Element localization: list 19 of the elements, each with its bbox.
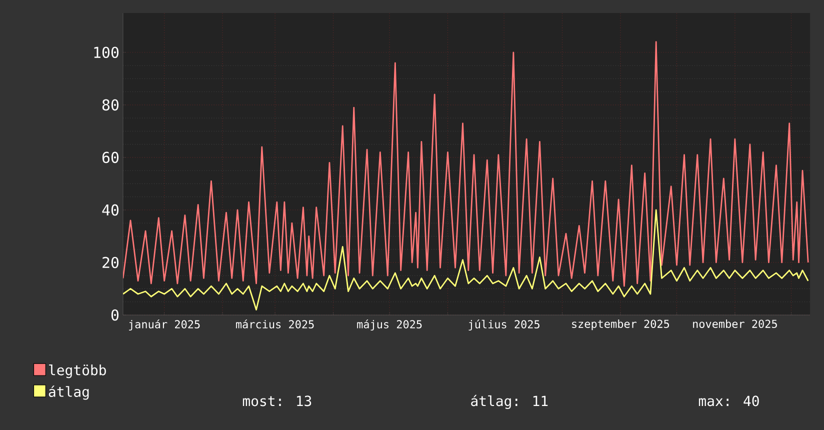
y-tick-label: 20 xyxy=(102,256,118,268)
y-tick-label: 60 xyxy=(102,152,118,164)
y-tick-label: 0 xyxy=(111,309,118,321)
x-tick-label: november 2025 xyxy=(693,320,777,328)
line-series xyxy=(123,209,809,310)
line-series xyxy=(123,41,809,287)
y-tick-label: 80 xyxy=(102,99,118,111)
text: most: 13 xyxy=(242,396,312,406)
x-tick-label: szeptember 2025 xyxy=(572,320,670,330)
y-tick-label: 40 xyxy=(102,204,118,216)
y-tick-label: 100 xyxy=(94,46,118,58)
legend-label: átlag xyxy=(48,386,89,400)
x-tick-label: január 2025 xyxy=(129,320,200,331)
text: átlag: 11 xyxy=(471,394,548,409)
legend-label: legtöbb xyxy=(49,364,106,378)
x-tick-label: július 2025 xyxy=(468,320,540,331)
x-tick-label: március 2025 xyxy=(236,320,314,328)
text: max: 40 xyxy=(698,396,759,406)
x-tick-label: május 2025 xyxy=(357,320,422,331)
